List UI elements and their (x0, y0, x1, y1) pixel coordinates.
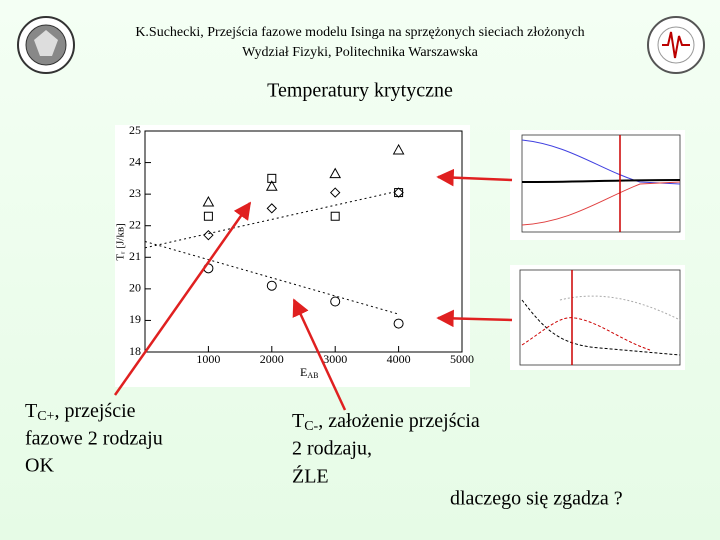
logo-right (647, 16, 705, 74)
marker-square (267, 173, 277, 183)
y-tick-label: 19 (129, 312, 141, 326)
x-tick-label: 3000 (323, 352, 347, 366)
arrows (113, 168, 513, 411)
marker-circle (266, 280, 277, 291)
marker-diamond (393, 187, 404, 198)
thumbnail-top (510, 130, 685, 240)
x-axis-label: EAB (300, 365, 318, 380)
fit-line (144, 241, 399, 315)
question: dlaczego się zgadza ? (450, 488, 623, 510)
x-axis-label-sub: AB (307, 371, 318, 380)
note-subscript: C+ (37, 409, 54, 424)
logo-left (17, 16, 75, 74)
x-tick-label: 1000 (196, 352, 220, 366)
slide-title: Temperatury krytyczne (267, 80, 453, 102)
chart: 18 19 20 21 22 23 24 25 1000 2000 3000 4000 5000 EAB T… (115, 123, 474, 380)
marker-circle (330, 296, 341, 307)
y-tick-label: 24 (129, 154, 141, 168)
marker-diamond (203, 229, 214, 241)
header-line: Wydział Fizyki, Politechnika Warszawska (242, 45, 478, 60)
marker-triangle (392, 143, 405, 155)
note-line: ŹLE (292, 465, 329, 488)
x-tick-label: 5000 (450, 352, 474, 366)
note-line: OK (25, 455, 54, 477)
y-tick-label: 22 (129, 217, 141, 231)
thumbnail-bottom (510, 265, 685, 370)
marker-square (203, 211, 213, 221)
y-tick-label: 18 (129, 344, 141, 358)
note-text: , przejście (54, 400, 135, 422)
y-tick-label: 23 (129, 186, 141, 200)
marker-diamond (329, 187, 341, 198)
fit-line (144, 190, 399, 249)
note-text: T (25, 400, 37, 422)
note-right: TC-, założenie przejścia 2 rodzaju, ŹLE (292, 410, 480, 488)
y-tick-label: 21 (129, 249, 141, 263)
note-text: , założenie przejścia (318, 410, 480, 432)
x-tick-label: 4000 (387, 352, 411, 366)
note-line: TC+, przejście (25, 400, 136, 425)
x-tick-label: 2000 (260, 352, 284, 366)
marker-square (330, 211, 340, 221)
note-line: fazowe 2 rodzaju (25, 428, 163, 450)
y-axis-label: Tᵣ [J/kʙ] (115, 223, 127, 260)
header-line: K.Suchecki, Przejścia fazowe modelu Isin… (135, 25, 584, 40)
marker-triangle (265, 180, 278, 191)
note-subscript: C- (304, 419, 318, 434)
note-text: T (292, 410, 304, 432)
marker-triangle (329, 167, 342, 179)
marker-circle (393, 318, 404, 329)
marker-triangle (202, 196, 215, 207)
y-tick-label: 20 (129, 281, 141, 295)
x-axis-label-main: E (300, 365, 307, 379)
note-left: TC+, przejście fazowe 2 rodzaju OK (25, 400, 163, 477)
note-line: TC-, założenie przejścia (292, 410, 480, 435)
chart-panel (115, 125, 470, 387)
marker-diamond (266, 203, 278, 214)
note-line: 2 rodzaju, (292, 438, 372, 460)
y-tick-label: 25 (129, 123, 141, 137)
